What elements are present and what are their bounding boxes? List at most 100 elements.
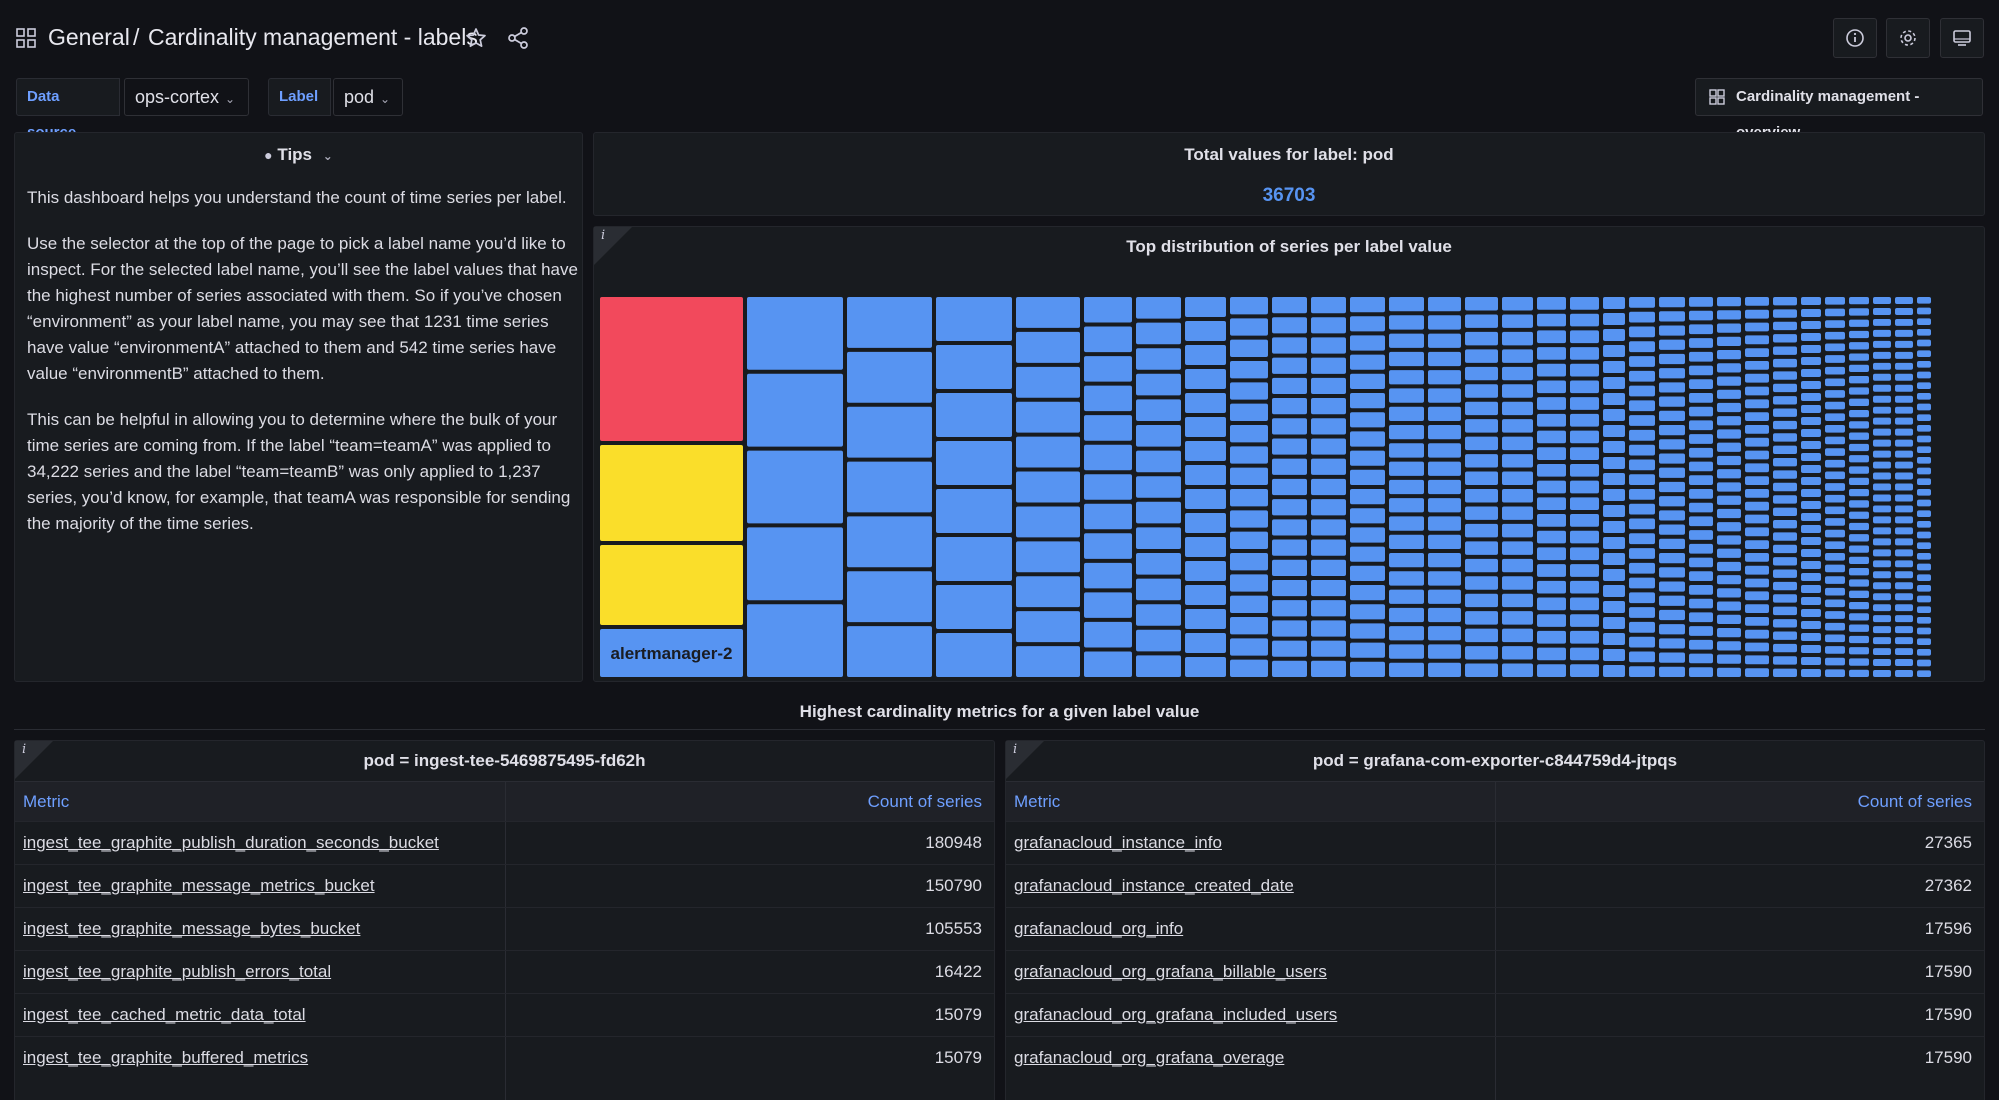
treemap-cell[interactable] — [1311, 317, 1346, 334]
metric-link[interactable]: grafanacloud_org_info — [1014, 919, 1184, 938]
treemap-cell[interactable] — [936, 633, 1012, 677]
treemap-cell[interactable] — [1659, 396, 1685, 407]
treemap-cell[interactable] — [1849, 500, 1869, 508]
treemap-cell[interactable] — [1537, 480, 1566, 494]
treemap-cell[interactable] — [1917, 606, 1931, 613]
treemap-cell[interactable] — [1873, 560, 1891, 568]
treemap-cell[interactable] — [1084, 592, 1132, 618]
treemap-cell[interactable] — [1465, 366, 1498, 381]
treemap-cell[interactable] — [1745, 322, 1769, 332]
treemap-cell[interactable] — [1773, 519, 1797, 529]
treemap-cell[interactable] — [1502, 628, 1533, 643]
treemap-cell[interactable] — [1350, 335, 1385, 351]
treemap-cell[interactable] — [1873, 637, 1891, 645]
treemap-cell[interactable] — [1570, 614, 1599, 627]
treemap-cell[interactable] — [747, 373, 843, 447]
treemap-cell[interactable] — [1745, 629, 1769, 639]
treemap-cell[interactable] — [1895, 538, 1913, 546]
treemap-cell[interactable] — [1717, 548, 1741, 558]
treemap-cell[interactable] — [1659, 652, 1685, 663]
dashboard-settings-button[interactable] — [1886, 18, 1930, 58]
treemap-cell[interactable] — [1689, 585, 1713, 595]
treemap-cell[interactable] — [747, 527, 843, 601]
treemap-cell[interactable] — [1825, 390, 1845, 398]
treemap-cell[interactable] — [847, 461, 932, 513]
metric-link[interactable]: ingest_tee_graphite_publish_duration_sec… — [23, 833, 439, 852]
treemap-cell[interactable] — [936, 489, 1012, 533]
treemap-cell[interactable] — [1849, 387, 1869, 395]
treemap-cell[interactable] — [600, 629, 743, 677]
treemap-cell[interactable] — [1389, 662, 1424, 677]
treemap-cell[interactable] — [1659, 567, 1685, 578]
treemap-cell[interactable] — [1849, 342, 1869, 350]
treemap-cell[interactable] — [1084, 503, 1132, 530]
treemap-cell[interactable] — [1801, 369, 1821, 377]
treemap-cell[interactable] — [1084, 415, 1132, 441]
treemap-cell[interactable] — [1389, 607, 1424, 623]
treemap-cell[interactable] — [1873, 428, 1891, 436]
treemap-cell[interactable] — [1825, 436, 1845, 445]
treemap-cell[interactable] — [1849, 590, 1869, 598]
treemap-cell[interactable] — [1465, 471, 1498, 485]
treemap-cell[interactable] — [1773, 433, 1797, 442]
treemap-cell[interactable] — [1895, 670, 1913, 677]
treemap-cell[interactable] — [1311, 357, 1346, 374]
treemap-cell[interactable] — [1801, 657, 1821, 665]
treemap-cell[interactable] — [1895, 483, 1913, 491]
treemap-cell[interactable] — [1917, 435, 1931, 443]
treemap-cell[interactable] — [1849, 489, 1869, 497]
treemap-cell[interactable] — [1537, 630, 1566, 644]
treemap-cell[interactable] — [1537, 664, 1566, 677]
treemap-cell[interactable] — [1629, 311, 1655, 323]
treemap-cell[interactable] — [1895, 362, 1913, 370]
treemap-cell[interactable] — [1873, 329, 1891, 337]
treemap-cell[interactable] — [1603, 617, 1625, 629]
treemap-cell[interactable] — [1230, 489, 1268, 507]
treemap-cell[interactable] — [1084, 326, 1132, 353]
treemap-cell[interactable] — [1849, 658, 1869, 666]
treemap-cell[interactable] — [1230, 617, 1268, 635]
treemap-cell[interactable] — [1603, 425, 1625, 437]
treemap-cell[interactable] — [1465, 384, 1498, 398]
treemap-cell[interactable] — [1629, 370, 1655, 382]
treemap-cell[interactable] — [1272, 519, 1307, 536]
panel-info-corner[interactable] — [594, 227, 632, 265]
treemap-cell[interactable] — [1570, 397, 1599, 410]
treemap-cell[interactable] — [1717, 575, 1741, 585]
treemap-cell[interactable] — [1570, 647, 1599, 661]
treemap-cell[interactable] — [1801, 561, 1821, 569]
treemap-cell[interactable] — [1801, 549, 1821, 557]
treemap-cell[interactable] — [1825, 669, 1845, 677]
treemap-cell[interactable] — [1895, 626, 1913, 634]
treemap-cell[interactable] — [1825, 657, 1845, 666]
metric-link[interactable]: ingest_tee_cached_metric_data_total — [23, 1005, 306, 1024]
label-select[interactable]: pod ⌄ — [333, 78, 403, 116]
treemap-cell[interactable] — [1825, 564, 1845, 573]
treemap-cell[interactable] — [1465, 506, 1498, 520]
treemap-cell[interactable] — [1873, 417, 1891, 425]
treemap-cell[interactable] — [1502, 558, 1533, 573]
treemap-cell[interactable] — [1272, 458, 1307, 475]
star-icon[interactable] — [464, 26, 488, 50]
treemap-cell[interactable] — [1350, 661, 1385, 677]
treemap-cell[interactable] — [1603, 377, 1625, 389]
treemap-cell[interactable] — [1773, 606, 1797, 616]
treemap-cell[interactable] — [1825, 599, 1845, 608]
treemap-cell[interactable] — [1185, 345, 1226, 365]
treemap-cell[interactable] — [1773, 656, 1797, 665]
treemap-cell[interactable] — [1272, 398, 1307, 415]
treemap-cell[interactable] — [1745, 348, 1769, 357]
treemap-cell[interactable] — [1136, 578, 1181, 601]
treemap-cell[interactable] — [1570, 597, 1599, 611]
treemap-cell[interactable] — [1689, 502, 1713, 513]
treemap-cell[interactable] — [1603, 649, 1625, 661]
treemap-cell[interactable] — [1825, 308, 1845, 317]
treemap-cell[interactable] — [1537, 397, 1566, 410]
treemap-cell[interactable] — [1502, 297, 1533, 311]
treemap-cell[interactable] — [1873, 538, 1891, 546]
treemap-cell[interactable] — [1717, 310, 1741, 320]
treemap-cell[interactable] — [1428, 516, 1461, 531]
treemap-cell[interactable] — [1629, 429, 1655, 441]
treemap-cell[interactable] — [1629, 415, 1655, 426]
treemap-cell[interactable] — [1873, 516, 1891, 524]
